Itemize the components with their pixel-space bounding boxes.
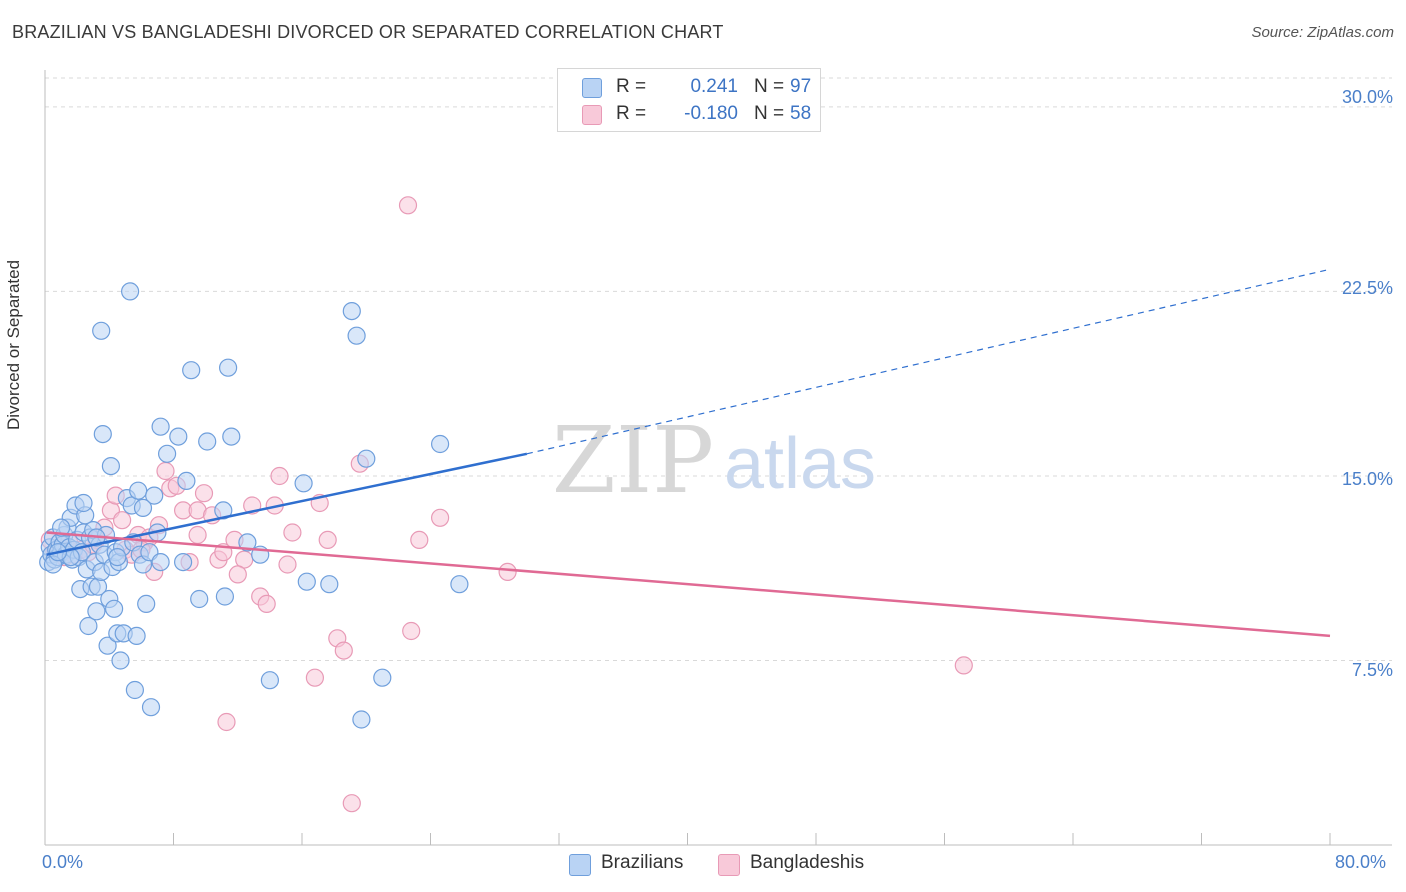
y-tick-label: 22.5% bbox=[1341, 278, 1393, 298]
brazilians-point bbox=[98, 636, 117, 655]
bangladeshis-point bbox=[431, 508, 450, 527]
bangladeshis-point bbox=[402, 621, 421, 641]
y-tick-label: 7.5% bbox=[1351, 660, 1393, 680]
brazilians-point bbox=[129, 481, 148, 500]
brazilians-point bbox=[121, 282, 140, 301]
bangladeshis-swatch bbox=[582, 105, 602, 125]
axes bbox=[44, 70, 1392, 846]
bangladeshis-point bbox=[228, 565, 247, 584]
bangladeshis-point bbox=[410, 530, 429, 550]
bangladeshis-point bbox=[318, 530, 337, 550]
bangladeshis-point bbox=[342, 794, 361, 813]
n-label: N = bbox=[754, 76, 785, 97]
chart-title: BRAZILIAN VS BANGLADESHI DIVORCED OR SEP… bbox=[12, 22, 724, 42]
brazilians-point bbox=[74, 493, 93, 513]
brazilians-point bbox=[238, 533, 257, 552]
brazilians-point bbox=[373, 668, 392, 687]
n-value: 58 bbox=[790, 103, 812, 124]
x-tick-label: 0.0% bbox=[42, 852, 84, 872]
trend-lines bbox=[46, 268, 1331, 638]
brazilians-point bbox=[92, 321, 111, 340]
bangladeshis-point bbox=[270, 466, 289, 486]
brazilians-point bbox=[342, 302, 361, 321]
brazilians-trend-extension bbox=[526, 268, 1331, 455]
y-tick-label: 30.0% bbox=[1341, 87, 1393, 107]
brazilians-point bbox=[347, 326, 366, 345]
watermark: ZIP atlas bbox=[552, 407, 876, 514]
y-axis-label: Divorced or Separated bbox=[4, 259, 23, 431]
brazilians-point bbox=[260, 671, 279, 690]
brazilians-point bbox=[151, 417, 170, 436]
r-value: 0.241 bbox=[690, 76, 738, 97]
brazilians-point bbox=[151, 552, 170, 572]
brazilians-point bbox=[111, 651, 130, 670]
bangladeshis-legend-swatch bbox=[718, 854, 740, 876]
y-tick-label: 15.0% bbox=[1341, 469, 1393, 489]
brazilians-point bbox=[104, 599, 124, 618]
brazilians-point bbox=[93, 425, 112, 444]
bangladeshis-point bbox=[305, 668, 324, 687]
r-value: -0.180 bbox=[684, 103, 738, 124]
brazilians-point bbox=[101, 457, 121, 476]
legend-label: Bangladeshis bbox=[750, 852, 865, 873]
brazilians-point bbox=[450, 575, 469, 594]
stats-box: R = 0.241 N = 97 R = -0.180 N = 58 bbox=[557, 68, 821, 132]
brazilians-point bbox=[87, 602, 106, 621]
brazilians-point bbox=[352, 710, 371, 729]
bangladeshis-point bbox=[398, 196, 418, 215]
bangladeshis-point bbox=[156, 461, 175, 481]
brazilians-point bbox=[169, 427, 188, 446]
bangladeshis-point bbox=[498, 562, 517, 582]
bangladeshis-point bbox=[954, 656, 973, 675]
brazilians-point bbox=[141, 698, 161, 717]
brazilians-points bbox=[39, 282, 469, 729]
brazilians-point bbox=[198, 432, 217, 451]
bangladeshis-point bbox=[194, 484, 214, 503]
x-tick-label: 80.0% bbox=[1335, 852, 1387, 872]
brazilians-point bbox=[297, 572, 316, 591]
brazilians-point bbox=[294, 474, 313, 493]
brazilians-swatch bbox=[582, 78, 602, 98]
brazilians-point bbox=[137, 594, 156, 614]
brazilians-point bbox=[51, 518, 71, 537]
n-label: N = bbox=[754, 103, 785, 124]
brazilians-point bbox=[125, 680, 144, 700]
brazilians-point bbox=[182, 361, 201, 380]
bangladeshis-point bbox=[217, 712, 236, 732]
n-value: 97 bbox=[790, 76, 812, 97]
brazilians-point bbox=[174, 552, 193, 572]
bangladeshis-point bbox=[112, 511, 132, 530]
brazilians-point bbox=[214, 501, 233, 520]
brazilians-point bbox=[190, 589, 209, 609]
bangladeshis-point bbox=[278, 555, 297, 574]
brazilians-point bbox=[320, 575, 339, 594]
bangladeshis-trend-line bbox=[46, 531, 1331, 638]
bangladeshis-point bbox=[283, 523, 302, 542]
brazilians-point bbox=[357, 449, 376, 468]
brazilians-point bbox=[431, 434, 450, 454]
brazilians-point bbox=[133, 498, 153, 517]
brazilians-point bbox=[222, 427, 241, 446]
r-label: R = bbox=[616, 76, 647, 97]
brazilians-point bbox=[108, 547, 127, 567]
legend-label: Brazilians bbox=[601, 852, 684, 873]
brazilians-point bbox=[177, 471, 196, 490]
brazilians-point bbox=[79, 616, 98, 636]
r-label: R = bbox=[616, 103, 647, 124]
watermark-zip: ZIP bbox=[552, 407, 714, 514]
brazilians-point bbox=[145, 486, 164, 505]
brazilians-point bbox=[219, 358, 238, 377]
watermark-atlas: atlas bbox=[724, 424, 876, 504]
gridlines bbox=[45, 77, 1392, 661]
bangladeshis-point bbox=[334, 641, 353, 660]
brazilians-point bbox=[127, 626, 146, 646]
bangladeshis-point bbox=[188, 525, 207, 545]
brazilians-legend-swatch bbox=[569, 854, 591, 876]
brazilians-point bbox=[158, 444, 177, 463]
bangladeshis-point bbox=[257, 594, 276, 614]
bangladeshis-points bbox=[40, 196, 973, 813]
brazilians-point bbox=[215, 587, 234, 606]
source-label: Source: ZipAtlas.com bbox=[1251, 24, 1394, 41]
